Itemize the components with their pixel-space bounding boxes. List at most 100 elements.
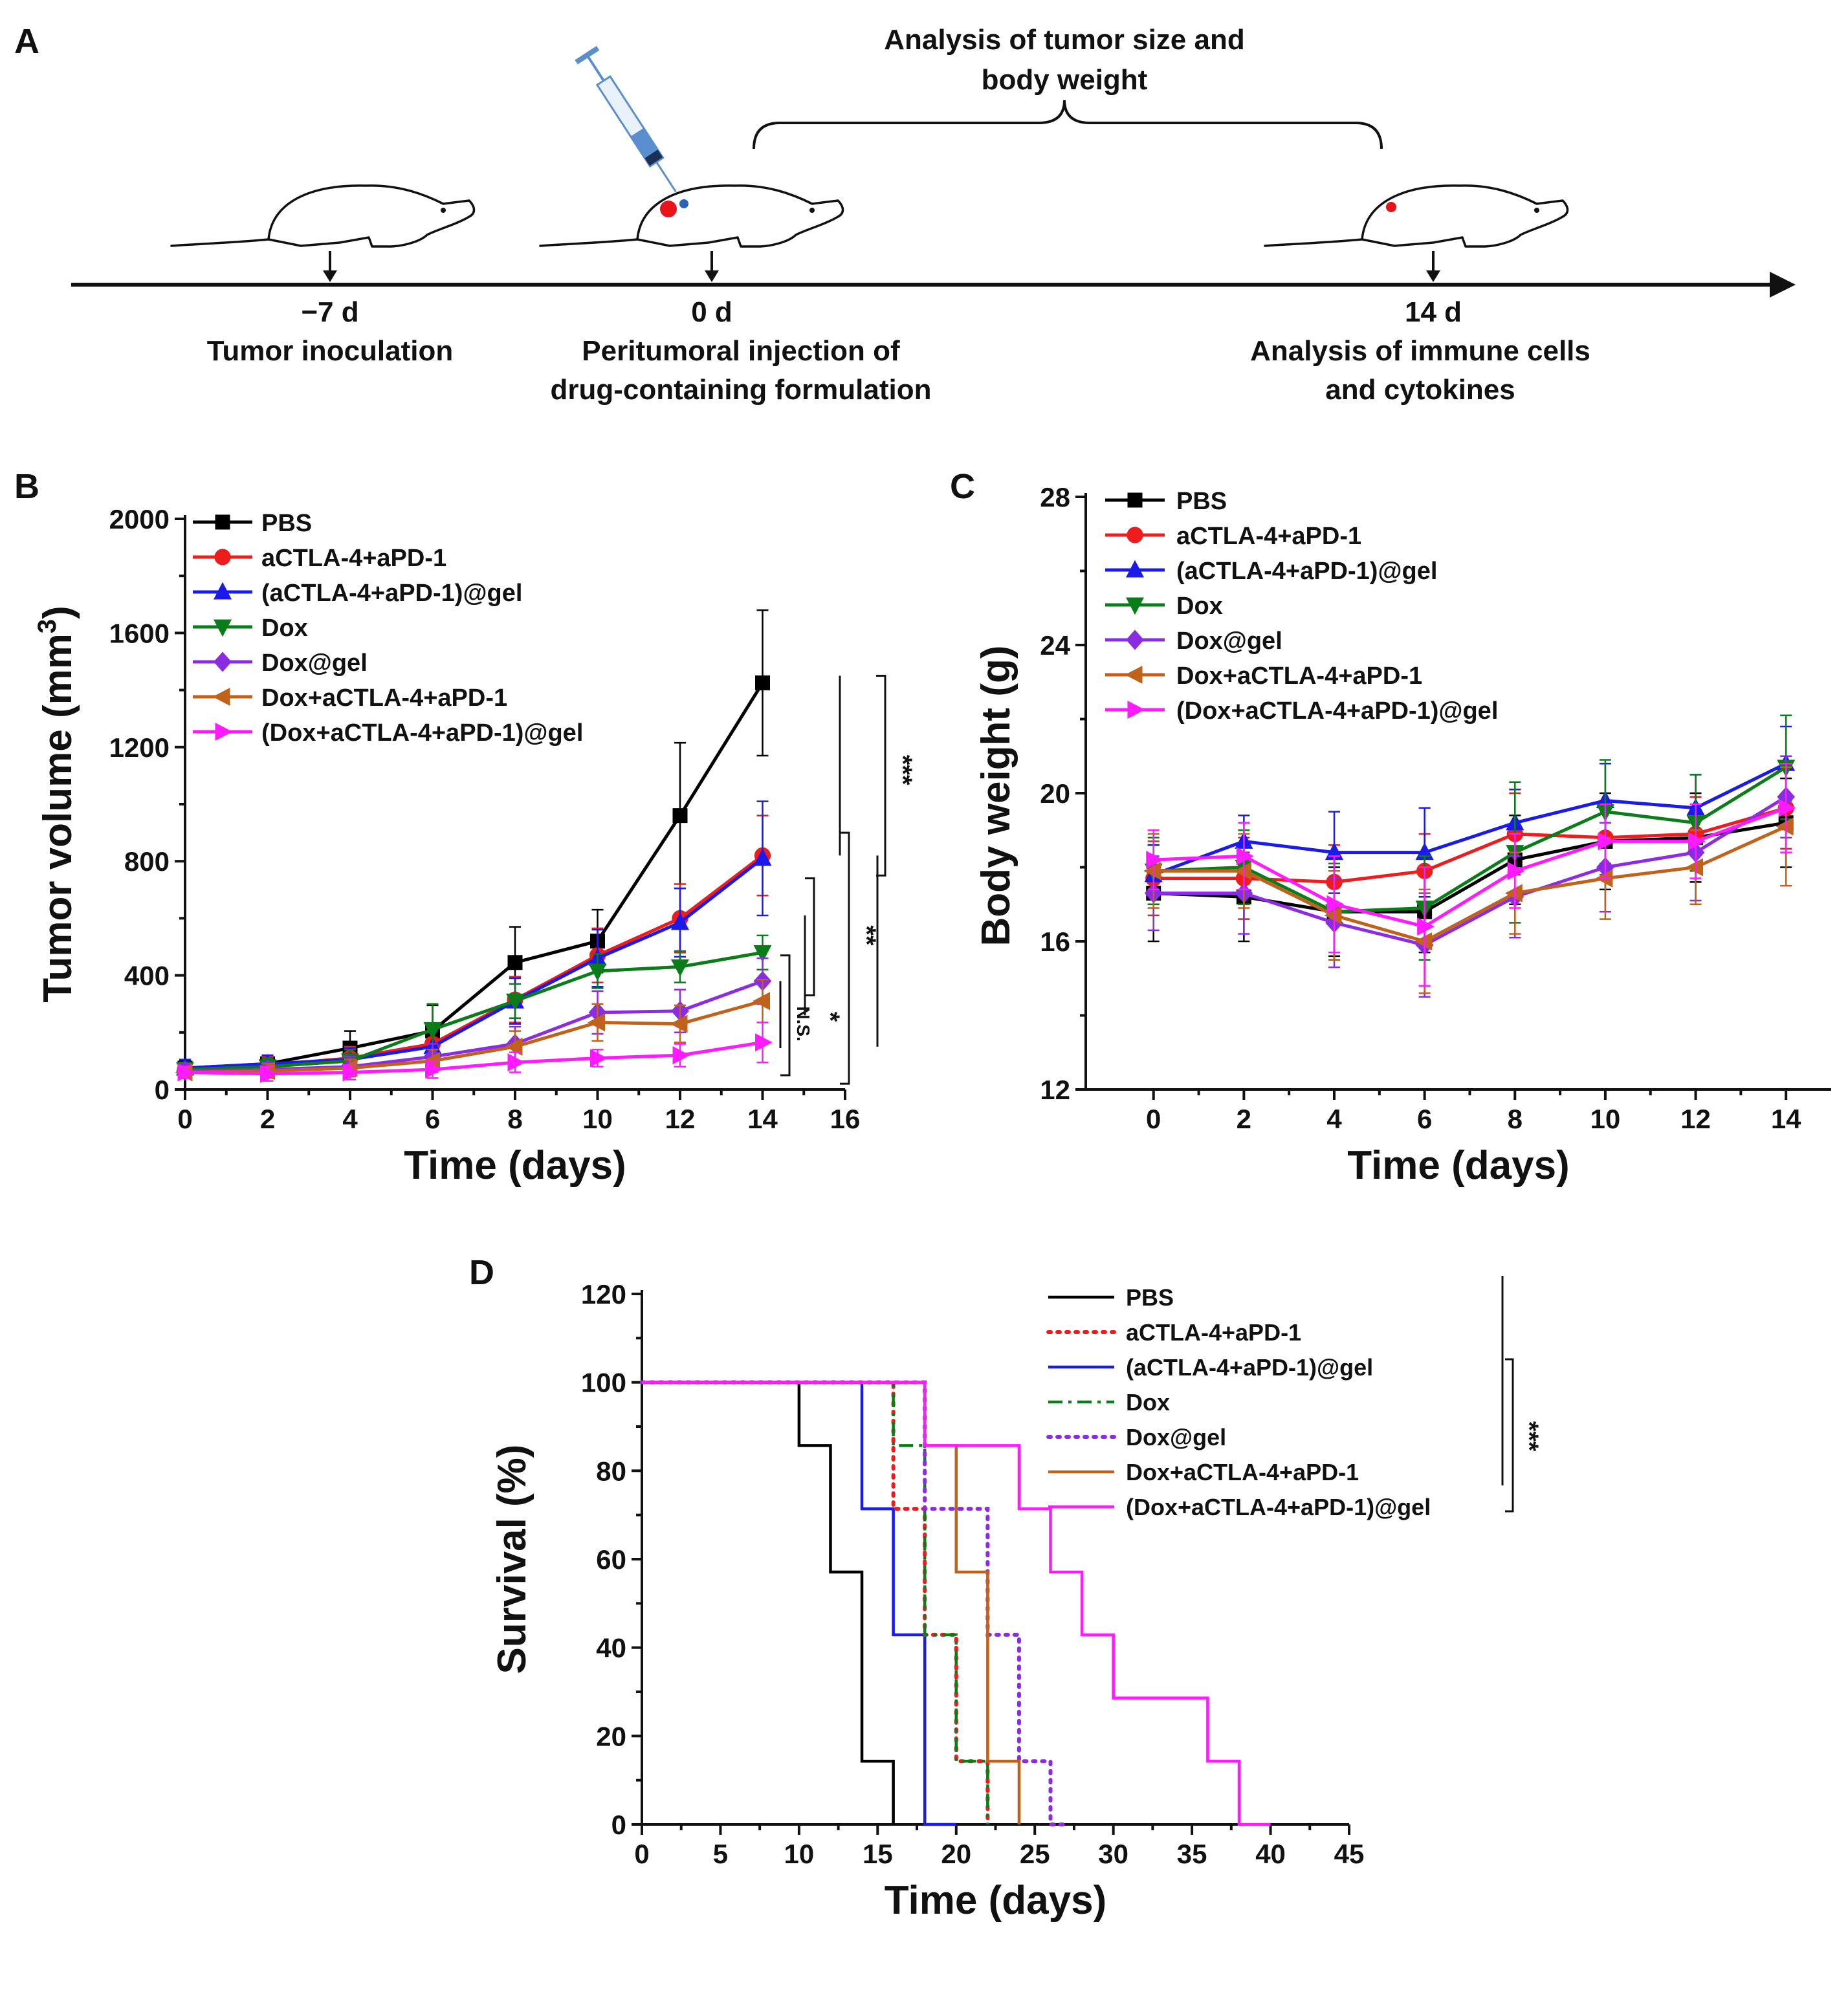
y-tick-label: 800: [124, 846, 170, 877]
legend-item: (Dox+aCTLA-4+aPD-1)@gel: [1048, 1494, 1431, 1520]
legend-marker: [215, 722, 233, 741]
panel-letter-d: D: [469, 1253, 494, 1292]
legend-marker: [215, 514, 230, 530]
data-point: [755, 675, 770, 691]
x-tick-label: 45: [1334, 1839, 1365, 1869]
survival-curve-0: [642, 1381, 895, 1824]
panel-letter-c: C: [950, 467, 975, 506]
survival-curve-4: [640, 1380, 1068, 1826]
series-1: [177, 815, 771, 1078]
legend-marker: [212, 687, 230, 706]
y-tick-label: 16: [1040, 926, 1070, 957]
data-point: [753, 945, 772, 963]
x-tick-label: 14: [1771, 1104, 1801, 1134]
tumor-marker: [1386, 202, 1396, 212]
x-tick-label: 6: [1417, 1104, 1432, 1134]
data-point: [1776, 817, 1794, 836]
legend-item: Dox@gel: [1105, 628, 1282, 655]
legend-label: Dox: [261, 615, 308, 642]
x-tick-label: 5: [713, 1839, 728, 1869]
y-tick-label: 0: [155, 1075, 170, 1105]
significance-label: N.S.: [793, 1006, 813, 1041]
legend-label: PBS: [261, 510, 312, 537]
legend-label: Dox+aCTLA-4+aPD-1: [1126, 1459, 1359, 1485]
y-tick-label: 20: [596, 1721, 626, 1751]
x-tick-label: 16: [830, 1104, 861, 1134]
legend-label: (Dox+aCTLA-4+aPD-1)@gel: [1176, 697, 1498, 725]
x-tick-label: 0: [177, 1104, 192, 1134]
series-line: [1152, 761, 1787, 877]
legend-item: Dox: [193, 615, 308, 642]
survival-curve-2: [642, 1381, 956, 1826]
legend-label: PBS: [1176, 488, 1227, 515]
x-tick-label: 10: [582, 1104, 613, 1134]
legend-label: aCTLA-4+aPD-1: [1176, 523, 1361, 550]
bracket-label-line2: body weight: [982, 64, 1148, 96]
significance-label: ***: [888, 755, 917, 785]
timeline-point: 14 d Analysis of immune cells and cytoki…: [1250, 251, 1590, 406]
mouse-icon: [539, 184, 844, 248]
data-point: [507, 955, 523, 970]
y-tick-label: 60: [596, 1544, 626, 1575]
series-6: [1146, 762, 1796, 987]
series-6: [177, 1022, 773, 1083]
legend-item: aCTLA-4+aPD-1: [193, 545, 446, 572]
data-point: [1504, 884, 1523, 903]
x-tick-label: 0: [634, 1839, 649, 1869]
data-point: [1414, 932, 1433, 951]
x-tick-label: 10: [784, 1839, 815, 1869]
data-point: [1688, 832, 1706, 851]
data-point: [1146, 851, 1164, 870]
y-axis-title-sup: 3: [33, 619, 61, 633]
arrow-icon: [1770, 272, 1796, 298]
legend-label: Dox+aCTLA-4+aPD-1: [1176, 662, 1422, 690]
legend-item: PBS: [1105, 488, 1227, 515]
legend-marker: [1125, 560, 1145, 578]
y-tick-label: 24: [1040, 630, 1070, 661]
data-point: [1686, 858, 1704, 877]
arrow-icon: [323, 270, 337, 282]
legend: PBS aCTLA-4+aPD-1 (aCTLA-4+aPD-1)@gel Dox Do…: [1046, 1284, 1431, 1520]
series-line: [1153, 765, 1787, 914]
y-axis-title: Survival (%): [490, 1445, 534, 1674]
survival-curve-6: [642, 1381, 1271, 1826]
data-point: [260, 1064, 278, 1083]
y-axis-title-close: ): [36, 606, 80, 619]
y-tick-label: 1600: [109, 618, 170, 648]
y-tick-label: 12: [1040, 1075, 1070, 1105]
significance-bracket: [780, 954, 791, 1077]
legend-item: Dox+aCTLA-4+aPD-1: [1105, 662, 1422, 690]
legend-label: PBS: [1126, 1284, 1174, 1311]
data-point: [588, 963, 607, 981]
x-tick-label: 2: [1237, 1104, 1251, 1134]
timeline-point: 0 d Peritumoral injection of drug-contai…: [550, 251, 932, 406]
legend-label: (aCTLA-4+aPD-1)@gel: [1176, 558, 1437, 585]
legend-label: (Dox+aCTLA-4+aPD-1)@gel: [1126, 1494, 1431, 1520]
timeline-label: and cytokines: [1325, 374, 1515, 406]
x-tick-label: 30: [1098, 1839, 1128, 1869]
data-point: [505, 1037, 523, 1056]
legend-item: Dox: [1105, 593, 1223, 620]
data-point: [505, 993, 525, 1011]
y-tick-label: 80: [596, 1456, 626, 1486]
legend-item: Dox@gel: [193, 650, 368, 677]
legend-item: aCTLA-4+aPD-1: [1046, 1319, 1301, 1346]
x-axis-title: Time (days): [885, 1878, 1106, 1923]
y-axis-title: Body weight (g): [974, 646, 1018, 947]
timeline-day: 14 d: [1405, 296, 1462, 328]
data-point: [342, 1063, 360, 1082]
x-tick-label: 4: [342, 1104, 358, 1134]
data-point: [1143, 862, 1161, 881]
legend-item: Dox+aCTLA-4+aPD-1: [193, 684, 507, 712]
legend-item: PBS: [1048, 1284, 1174, 1311]
data-point: [1326, 895, 1345, 914]
data-point: [590, 1049, 608, 1067]
timeline-day: 0 d: [691, 296, 732, 328]
legend-item: (Dox+aCTLA-4+aPD-1)@gel: [1105, 697, 1498, 725]
panel-a: A Analysis of tumor size and body weight: [14, 22, 1796, 406]
timeline-label: Analysis of immune cells: [1250, 335, 1590, 367]
y-axis-title-main: Tumor volume (mm: [36, 633, 80, 1003]
legend-label: (Dox+aCTLA-4+aPD-1)@gel: [261, 719, 583, 747]
y-tick-label: 2000: [109, 504, 170, 534]
